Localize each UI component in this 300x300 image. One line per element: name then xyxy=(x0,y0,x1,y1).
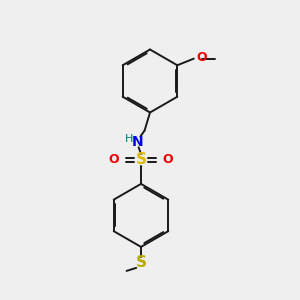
Text: O: O xyxy=(196,51,207,64)
Text: O: O xyxy=(109,153,119,167)
Text: S: S xyxy=(136,152,146,167)
Text: O: O xyxy=(163,153,173,167)
Text: S: S xyxy=(136,255,146,270)
Text: N: N xyxy=(132,135,144,149)
Text: H: H xyxy=(125,134,133,144)
